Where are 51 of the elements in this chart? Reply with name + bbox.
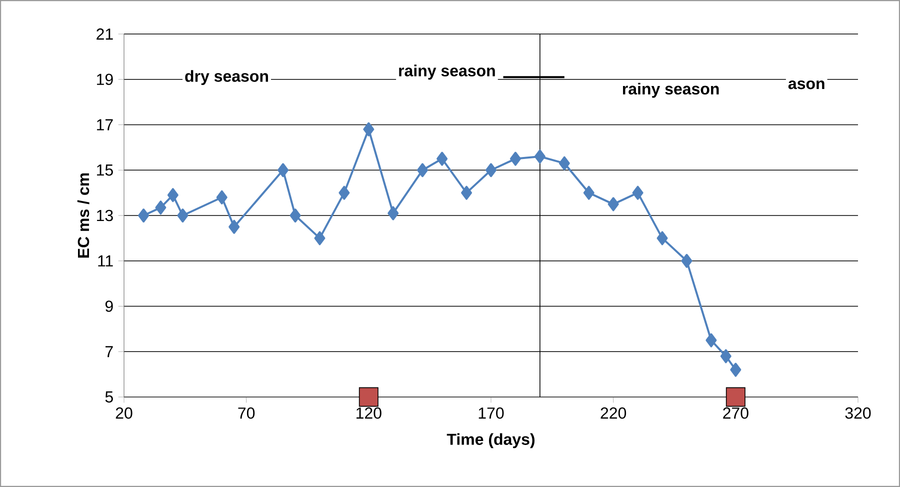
x-tick-label: 70 — [238, 407, 255, 419]
point — [138, 208, 150, 222]
point — [726, 387, 746, 407]
x-tick-label: 270 — [723, 407, 748, 419]
annotation: rainy season — [622, 82, 719, 98]
point — [632, 186, 644, 200]
y-tick-label: 13 — [97, 210, 113, 222]
x-tick-label: 220 — [600, 407, 626, 419]
annotation: ason — [788, 80, 824, 90]
point — [216, 190, 228, 204]
point — [314, 231, 326, 246]
y-tick-label: 15 — [97, 164, 113, 176]
annotation: rainy season — [399, 64, 495, 80]
y-tick-label: 19 — [97, 74, 113, 86]
annotation: dry season — [185, 70, 268, 86]
point — [228, 220, 240, 234]
point — [436, 152, 448, 166]
point — [730, 362, 742, 377]
x-tick-label: 320 — [845, 407, 871, 419]
y-tick-label: 7 — [106, 346, 113, 358]
point — [416, 163, 428, 178]
point — [177, 208, 188, 222]
x-tick-label: 170 — [478, 407, 504, 419]
y-tick-label: 21 — [96, 28, 113, 40]
y-tick-label: 11 — [98, 255, 113, 266]
y-tick-label: 17 — [97, 119, 113, 130]
point — [167, 188, 178, 202]
y-tick-label: 9 — [105, 300, 113, 312]
x-tick-label: 120 — [356, 407, 382, 419]
x-tick-label: 20 — [116, 407, 132, 419]
point — [358, 387, 378, 407]
point — [656, 231, 668, 246]
point — [681, 254, 692, 268]
point — [290, 208, 301, 222]
point — [486, 163, 496, 178]
point — [338, 186, 350, 200]
x-axis-title: Time (days) — [446, 433, 535, 448]
point — [608, 197, 619, 212]
point — [558, 156, 570, 170]
point — [363, 122, 374, 136]
point — [583, 186, 594, 200]
y-axis-title: EC ms / cm — [77, 173, 90, 258]
point — [534, 150, 546, 164]
point — [706, 333, 717, 348]
point — [720, 349, 732, 364]
point — [388, 206, 399, 220]
y-tick-label: 5 — [105, 391, 113, 403]
point — [461, 186, 472, 200]
point — [278, 163, 289, 178]
point — [510, 152, 521, 166]
point — [155, 200, 166, 215]
